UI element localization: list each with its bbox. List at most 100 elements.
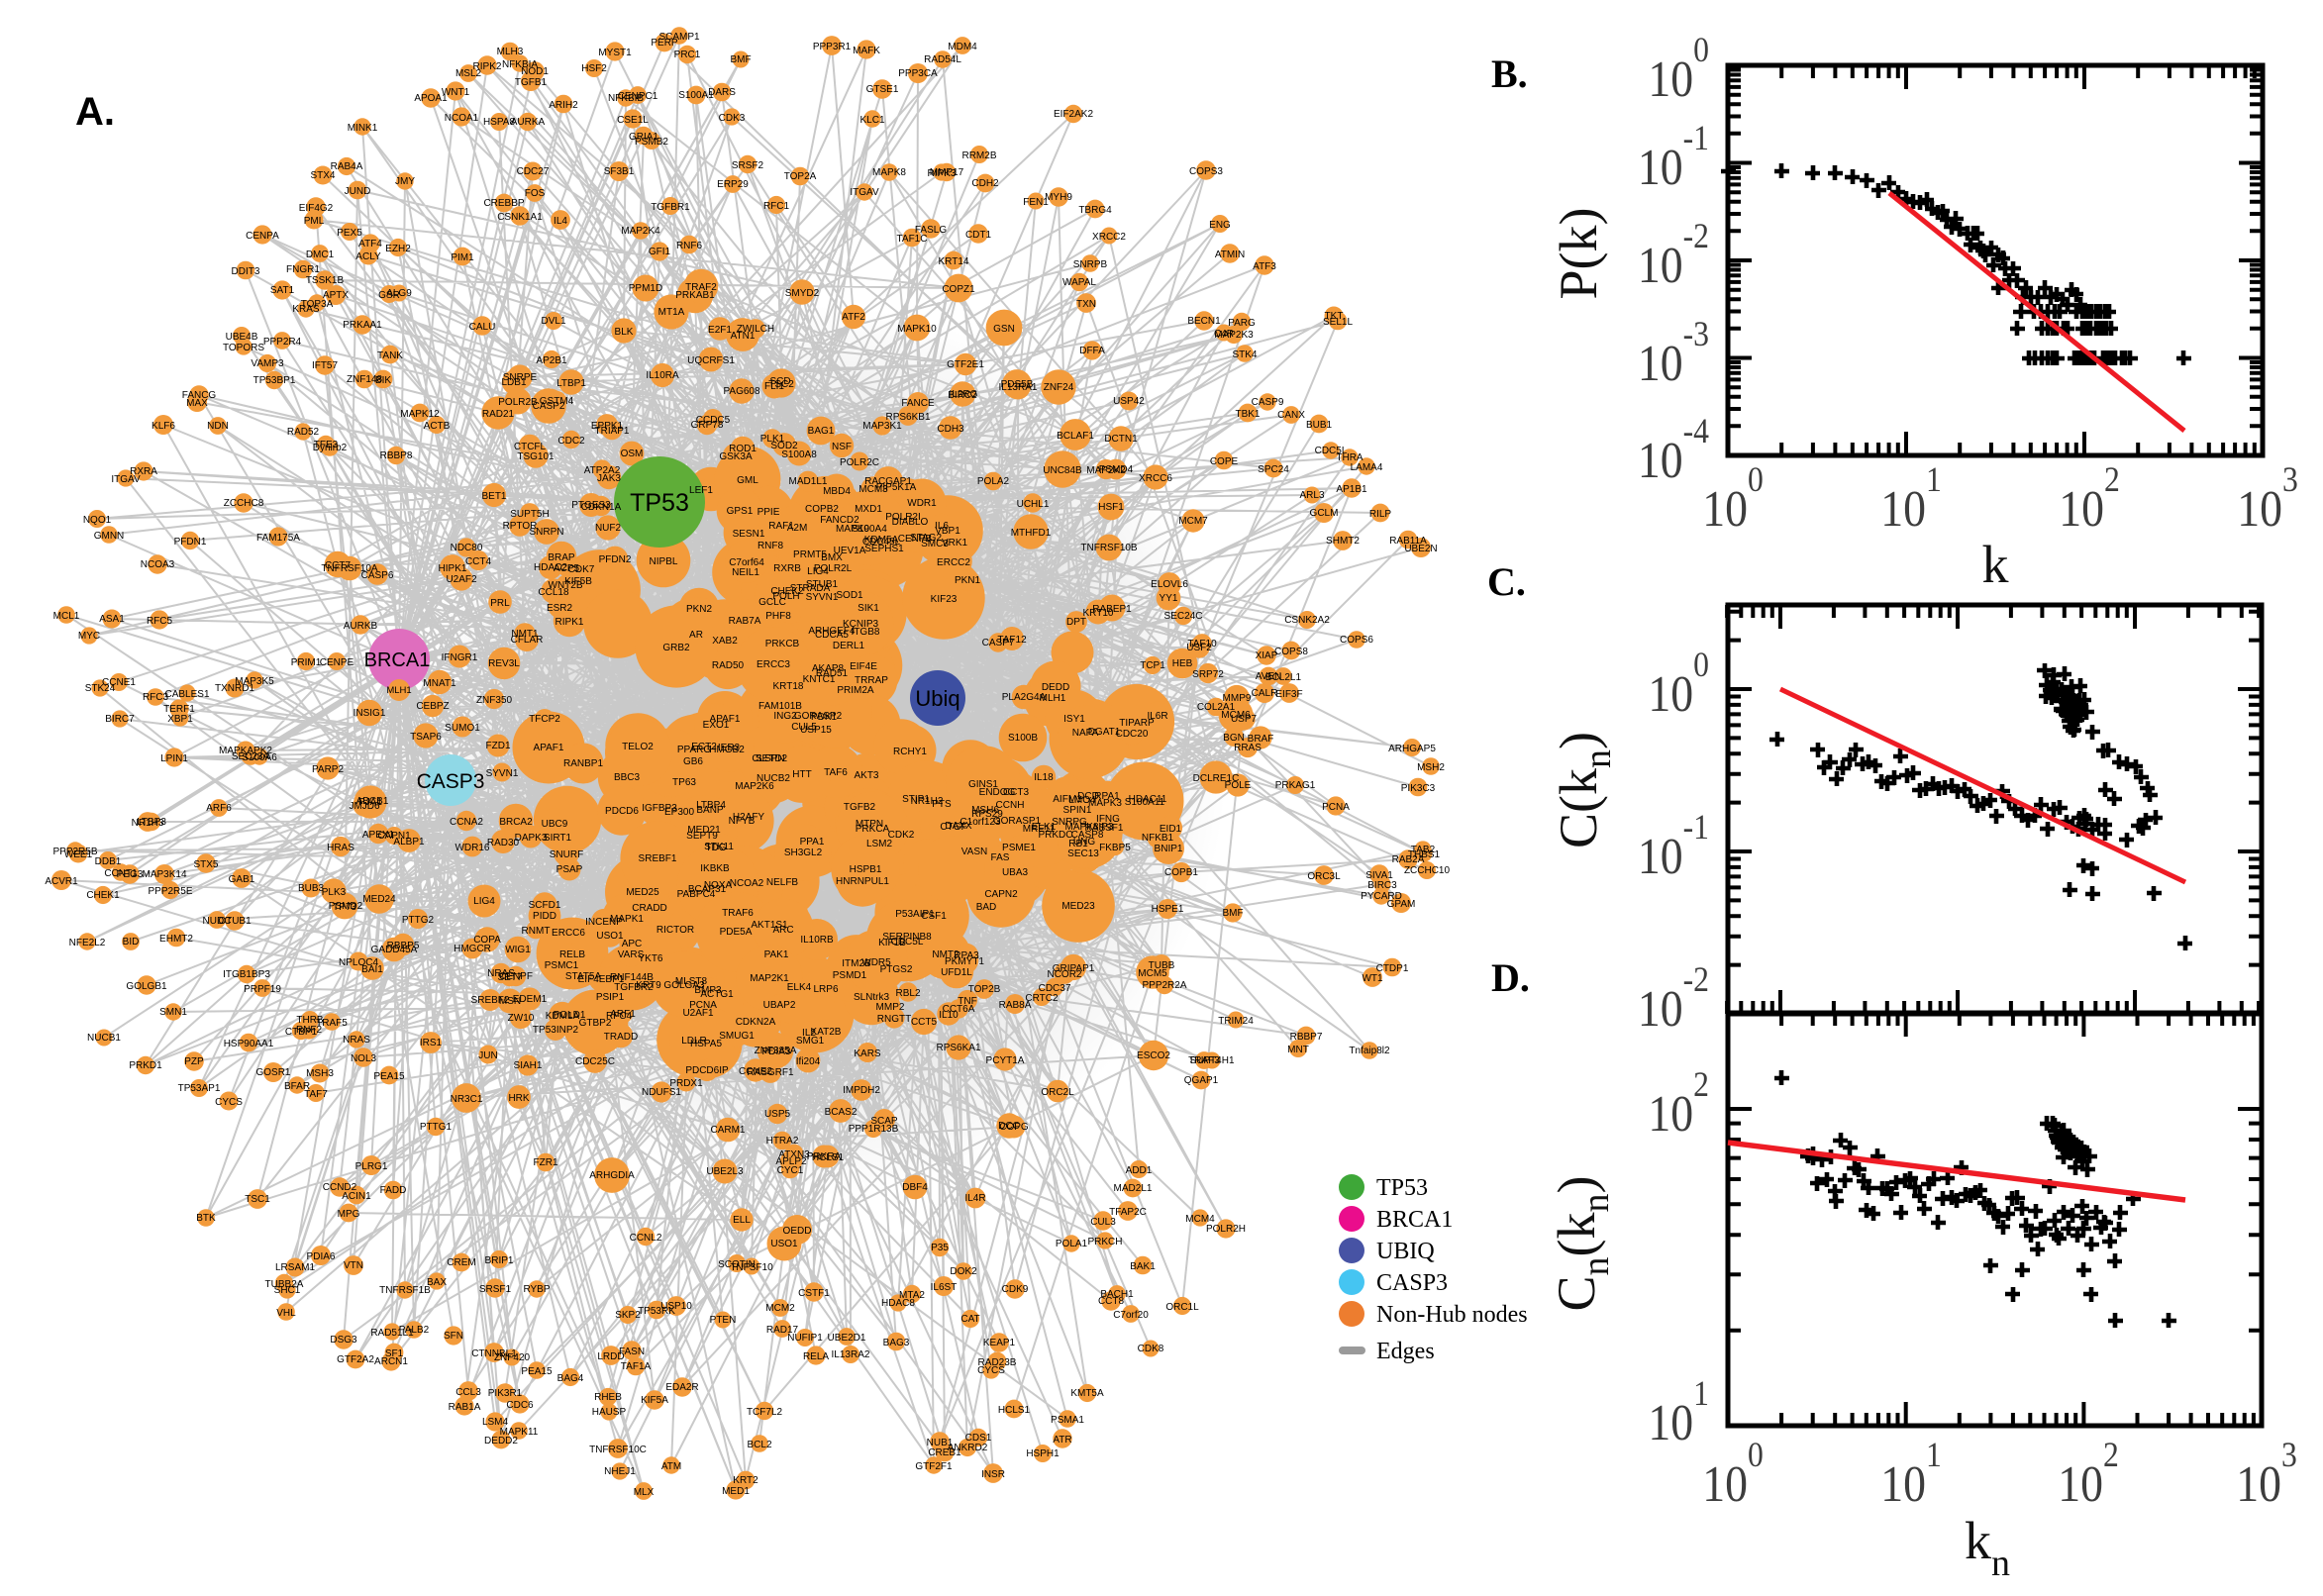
svg-text:XBP1: XBP1 <box>167 714 193 725</box>
svg-text:P35: P35 <box>931 1243 949 1253</box>
svg-text:GSN: GSN <box>993 324 1015 335</box>
svg-text:MLX: MLX <box>634 1487 655 1498</box>
svg-text:RHEB: RHEB <box>594 1392 622 1403</box>
svg-text:NSF: NSF <box>832 442 852 452</box>
svg-text:PZP: PZP <box>184 1056 204 1067</box>
svg-text:TP53BP1: TP53BP1 <box>253 375 296 386</box>
svg-text:RFC5: RFC5 <box>147 616 173 627</box>
svg-text:SKP2: SKP2 <box>615 1310 641 1321</box>
svg-text:TKT: TKT <box>1325 311 1344 322</box>
svg-text:CDH2: CDH2 <box>971 178 999 189</box>
svg-text:CSNK1A1: CSNK1A1 <box>497 212 543 223</box>
svg-text:TNFRSF10A: TNFRSF10A <box>321 563 378 574</box>
svg-text:PLK3: PLK3 <box>322 887 347 898</box>
svg-text:GTSE1: GTSE1 <box>866 84 899 95</box>
svg-text:GML: GML <box>737 475 758 486</box>
svg-text:BIRC3: BIRC3 <box>1367 880 1397 891</box>
svg-text:TCP1: TCP1 <box>1140 660 1165 671</box>
svg-text:ARC: ARC <box>772 925 793 936</box>
svg-text:EIF4G2: EIF4G2 <box>299 203 334 214</box>
svg-text:BET1: BET1 <box>481 491 506 502</box>
svg-text:SF1: SF1 <box>385 1348 404 1359</box>
svg-text:GINS1: GINS1 <box>968 779 998 790</box>
svg-text:TERF1: TERF1 <box>163 704 195 715</box>
svg-text:SAT1: SAT1 <box>270 285 295 296</box>
svg-text:KIF5A: KIF5A <box>641 1395 668 1406</box>
svg-text:MED25: MED25 <box>626 887 659 898</box>
svg-text:UNC84B: UNC84B <box>1043 465 1082 476</box>
svg-text:MAD1L1: MAD1L1 <box>789 476 828 487</box>
svg-text:SESN1: SESN1 <box>733 529 765 540</box>
svg-text:RAB7A: RAB7A <box>729 616 761 627</box>
svg-text:ALBP1: ALBP1 <box>393 837 425 848</box>
svg-text:DVL1: DVL1 <box>541 316 565 327</box>
svg-text:BUB1: BUB1 <box>1306 420 1333 431</box>
svg-text:IFNGR1: IFNGR1 <box>442 652 478 663</box>
svg-text:ACIN1: ACIN1 <box>342 1191 371 1202</box>
svg-text:GOLGB1: GOLGB1 <box>126 981 167 992</box>
svg-text:PRMT5: PRMT5 <box>793 549 827 560</box>
svg-text:UEV1A: UEV1A <box>834 546 866 556</box>
svg-text:ZNF350: ZNF350 <box>476 695 513 706</box>
svg-text:WIG1: WIG1 <box>505 945 531 955</box>
svg-text:TOP3A: TOP3A <box>301 299 334 310</box>
svg-text:DCTN1: DCTN1 <box>1104 434 1138 445</box>
svg-text:HRK: HRK <box>508 1093 529 1104</box>
svg-text:RELB: RELB <box>559 949 585 960</box>
svg-text:C7orf20: C7orf20 <box>1113 1310 1149 1321</box>
svg-text:TP53: TP53 <box>630 489 689 517</box>
svg-text:CCT3: CCT3 <box>1003 787 1030 798</box>
svg-text:CALR: CALR <box>1252 688 1278 699</box>
svg-text:CASP9: CASP9 <box>1252 397 1284 408</box>
svg-text:IMPDH2: IMPDH2 <box>843 1085 880 1096</box>
svg-text:S100A8: S100A8 <box>781 449 817 460</box>
svg-text:AKT3: AKT3 <box>854 770 878 781</box>
svg-text:TGFB1: TGFB1 <box>515 77 548 88</box>
svg-text:U2AF2: U2AF2 <box>446 574 477 585</box>
svg-text:RNGTT: RNGTT <box>877 1014 911 1025</box>
svg-text:USP7: USP7 <box>1231 714 1258 725</box>
svg-text:MCL1: MCL1 <box>53 611 80 622</box>
svg-text:JUN: JUN <box>478 1050 497 1061</box>
svg-text:UBAP2: UBAP2 <box>763 1000 796 1011</box>
svg-text:BUB3: BUB3 <box>298 883 325 894</box>
svg-text:FKBP5: FKBP5 <box>1099 843 1131 853</box>
svg-text:HSPH1: HSPH1 <box>1026 1448 1060 1459</box>
svg-text:ELOVL6: ELOVL6 <box>1151 579 1188 590</box>
svg-text:NUF2: NUF2 <box>595 523 622 534</box>
svg-text:PEG3: PEG3 <box>117 869 144 880</box>
svg-text:PCYT1A: PCYT1A <box>986 1055 1025 1066</box>
svg-text:P(k): P(k) <box>1549 208 1608 300</box>
svg-text:NUDC: NUDC <box>203 916 232 927</box>
svg-text:SRSF1: SRSF1 <box>479 1284 512 1295</box>
svg-text:RANBP1: RANBP1 <box>563 758 603 769</box>
svg-text:BBC3: BBC3 <box>614 772 641 783</box>
svg-text:S100A11: S100A11 <box>1125 797 1165 808</box>
svg-text:B.: B. <box>1491 51 1528 96</box>
svg-text:ING2: ING2 <box>773 711 797 722</box>
svg-text:JMJD6: JMJD6 <box>349 801 380 812</box>
svg-text:ZCCHC10: ZCCHC10 <box>1404 865 1451 876</box>
svg-text:GRIA1: GRIA1 <box>629 132 658 143</box>
svg-text:GRB2: GRB2 <box>662 643 690 653</box>
svg-text:KLC1: KLC1 <box>859 115 884 126</box>
svg-text:NHEJ1: NHEJ1 <box>604 1466 636 1477</box>
svg-text:TUBB: TUBB <box>1149 960 1175 971</box>
svg-text:SRSF2: SRSF2 <box>732 160 764 171</box>
svg-text:LTBP1: LTBP1 <box>556 378 586 389</box>
svg-text:JMY: JMY <box>395 176 415 187</box>
svg-text:HSF1: HSF1 <box>1098 502 1124 513</box>
svg-text:BMF: BMF <box>1222 908 1243 919</box>
svg-text:MINK1: MINK1 <box>348 123 378 134</box>
svg-text:TSAP6: TSAP6 <box>410 732 442 743</box>
svg-text:PPP2R4: PPP2R4 <box>263 337 302 348</box>
svg-text:PSME1: PSME1 <box>1002 843 1036 853</box>
svg-text:DOK2: DOK2 <box>950 1266 977 1277</box>
svg-text:ELL: ELL <box>733 1215 751 1226</box>
svg-text:CABLES1: CABLES1 <box>164 689 209 700</box>
svg-text:DGAT1: DGAT1 <box>1088 727 1121 738</box>
svg-text:ITGAV: ITGAV <box>850 187 879 198</box>
svg-text:AURKB: AURKB <box>344 621 378 632</box>
svg-text:BMP3: BMP3 <box>694 985 722 996</box>
svg-text:MYC: MYC <box>78 631 100 642</box>
